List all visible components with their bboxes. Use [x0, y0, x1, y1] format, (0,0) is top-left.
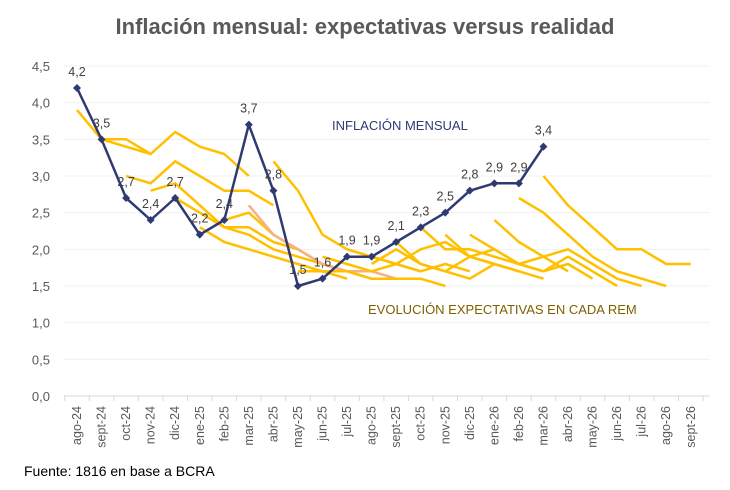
actual-data-point — [318, 274, 327, 283]
x-tick-label: may-25 — [291, 406, 305, 448]
y-tick-label: 0,0 — [32, 389, 50, 404]
x-tick-label: ago-26 — [659, 406, 673, 445]
x-tick-label: sept-24 — [95, 406, 109, 448]
x-tick-label: ene-26 — [487, 406, 501, 445]
data-label: 2,9 — [510, 160, 527, 174]
data-label: 2,4 — [216, 197, 233, 211]
chart-title: Inflación mensual: expectativas versus r… — [115, 14, 615, 39]
actual-data-point — [146, 216, 155, 224]
data-label: 1,9 — [338, 234, 355, 248]
x-tick-label: sept-26 — [684, 406, 698, 448]
y-tick-label: 3,5 — [32, 132, 50, 147]
x-tick-label: oct-24 — [119, 406, 133, 441]
expectation-line — [174, 196, 323, 266]
actual-data-point — [441, 208, 450, 217]
x-tick-label: feb-26 — [512, 406, 526, 441]
data-label: 2,7 — [117, 175, 134, 189]
actual-inflation-series — [73, 84, 548, 290]
data-label: 2,2 — [191, 212, 208, 226]
x-tick-label: ago-25 — [365, 406, 379, 445]
y-tick-label: 2,0 — [32, 242, 50, 257]
data-label: 2,5 — [437, 190, 454, 204]
source-note: Fuente: 1816 en base a BCRA — [24, 463, 215, 479]
data-label: 3,4 — [535, 124, 552, 138]
actual-data-point — [220, 216, 229, 224]
expectation-line — [395, 241, 544, 280]
actual-data-point — [293, 282, 302, 290]
data-label: 4,2 — [68, 65, 85, 79]
expectation-line — [542, 175, 691, 266]
y-tick-label: 1,5 — [32, 279, 50, 294]
data-label: 2,3 — [412, 204, 429, 218]
actual-data-point — [465, 186, 474, 195]
data-label: 2,8 — [461, 168, 478, 182]
y-tick-label: 1,0 — [32, 316, 50, 331]
x-tick-label: jun-25 — [316, 406, 330, 442]
x-tick-label: sept-25 — [389, 406, 403, 448]
data-label: 2,7 — [167, 175, 184, 189]
data-label: 1,9 — [363, 234, 380, 248]
expectation-line — [469, 233, 618, 288]
actual-data-point — [73, 84, 81, 92]
annotation-inflacion-mensual: INFLACIÓN MENSUAL — [332, 118, 468, 133]
x-tick-label: dic-25 — [463, 406, 477, 440]
actual-data-point — [97, 135, 106, 144]
actual-data-point — [539, 142, 548, 151]
x-tick-label: abr-26 — [561, 406, 575, 442]
y-axis: 0,0 0,5 1,0 1,5 2,0 2,5 3,0 3,5 4,0 4,5 — [32, 59, 50, 404]
expectation-line — [298, 270, 446, 288]
actual-data-point — [490, 179, 499, 188]
y-tick-label: 2,5 — [32, 206, 50, 221]
expectation-line — [125, 160, 275, 207]
x-tick-label: nov-25 — [438, 406, 452, 444]
x-tick-label: mar-26 — [536, 406, 550, 446]
data-label: 1,5 — [289, 263, 306, 277]
y-tick-label: 4,5 — [32, 59, 50, 74]
x-tick-label: ago-24 — [70, 406, 84, 445]
actual-data-point — [171, 194, 180, 202]
expectation-line — [518, 196, 667, 288]
x-tick-label: may-26 — [586, 406, 600, 448]
x-tick-label: mar-25 — [242, 406, 256, 446]
x-tick-label: ene-25 — [193, 406, 207, 445]
data-label: 2,1 — [387, 219, 404, 233]
y-tick-label: 0,5 — [32, 352, 50, 367]
actual-data-point — [244, 120, 253, 129]
x-tick-label: nov-24 — [144, 406, 158, 444]
actual-data-point — [367, 252, 376, 261]
annotation-evolucion-expectativas: EVOLUCIÓN EXPECTATIVAS EN CADA REM — [368, 302, 637, 317]
actual-data-point — [195, 230, 204, 239]
data-label: 2,9 — [486, 160, 503, 174]
data-label: 3,7 — [240, 102, 257, 116]
y-tick-label: 3,0 — [32, 169, 50, 184]
expectation-line — [101, 138, 152, 156]
expectation-line — [370, 248, 520, 273]
x-tick-label: jul-25 — [340, 406, 354, 438]
actual-data-point — [343, 252, 352, 261]
y-tick-label: 4,0 — [32, 96, 50, 111]
expectation-series — [76, 109, 691, 288]
expectation-line — [493, 219, 642, 288]
actual-data-point — [269, 186, 278, 195]
data-label: 3,5 — [93, 116, 110, 130]
gridlines — [64, 65, 710, 397]
actual-inflation-line — [75, 87, 545, 288]
data-label: 2,8 — [265, 168, 282, 182]
x-tick-label: jul-26 — [635, 406, 649, 438]
actual-data-point — [416, 223, 425, 232]
x-tick-label: dic-24 — [168, 406, 182, 440]
data-labels: 4,2 3,5 2,7 2,4 2,7 2,2 2,4 3,7 2,8 1,5 1,6 1,9 1,9 2… — [68, 65, 552, 277]
x-axis: ago-24 sept-24 oct-24 nov-24 dic-24 ene-25 feb… — [64, 396, 704, 448]
actual-data-point — [122, 194, 131, 202]
actual-data-point — [514, 179, 523, 188]
x-tick-label: oct-25 — [414, 406, 428, 441]
x-tick-label: jun-26 — [610, 406, 624, 442]
data-label: 1,6 — [314, 256, 331, 270]
data-label: 2,4 — [142, 197, 159, 211]
x-tick-label: feb-25 — [217, 406, 231, 441]
x-tick-label: abr-25 — [266, 406, 280, 442]
actual-data-point — [392, 238, 401, 246]
